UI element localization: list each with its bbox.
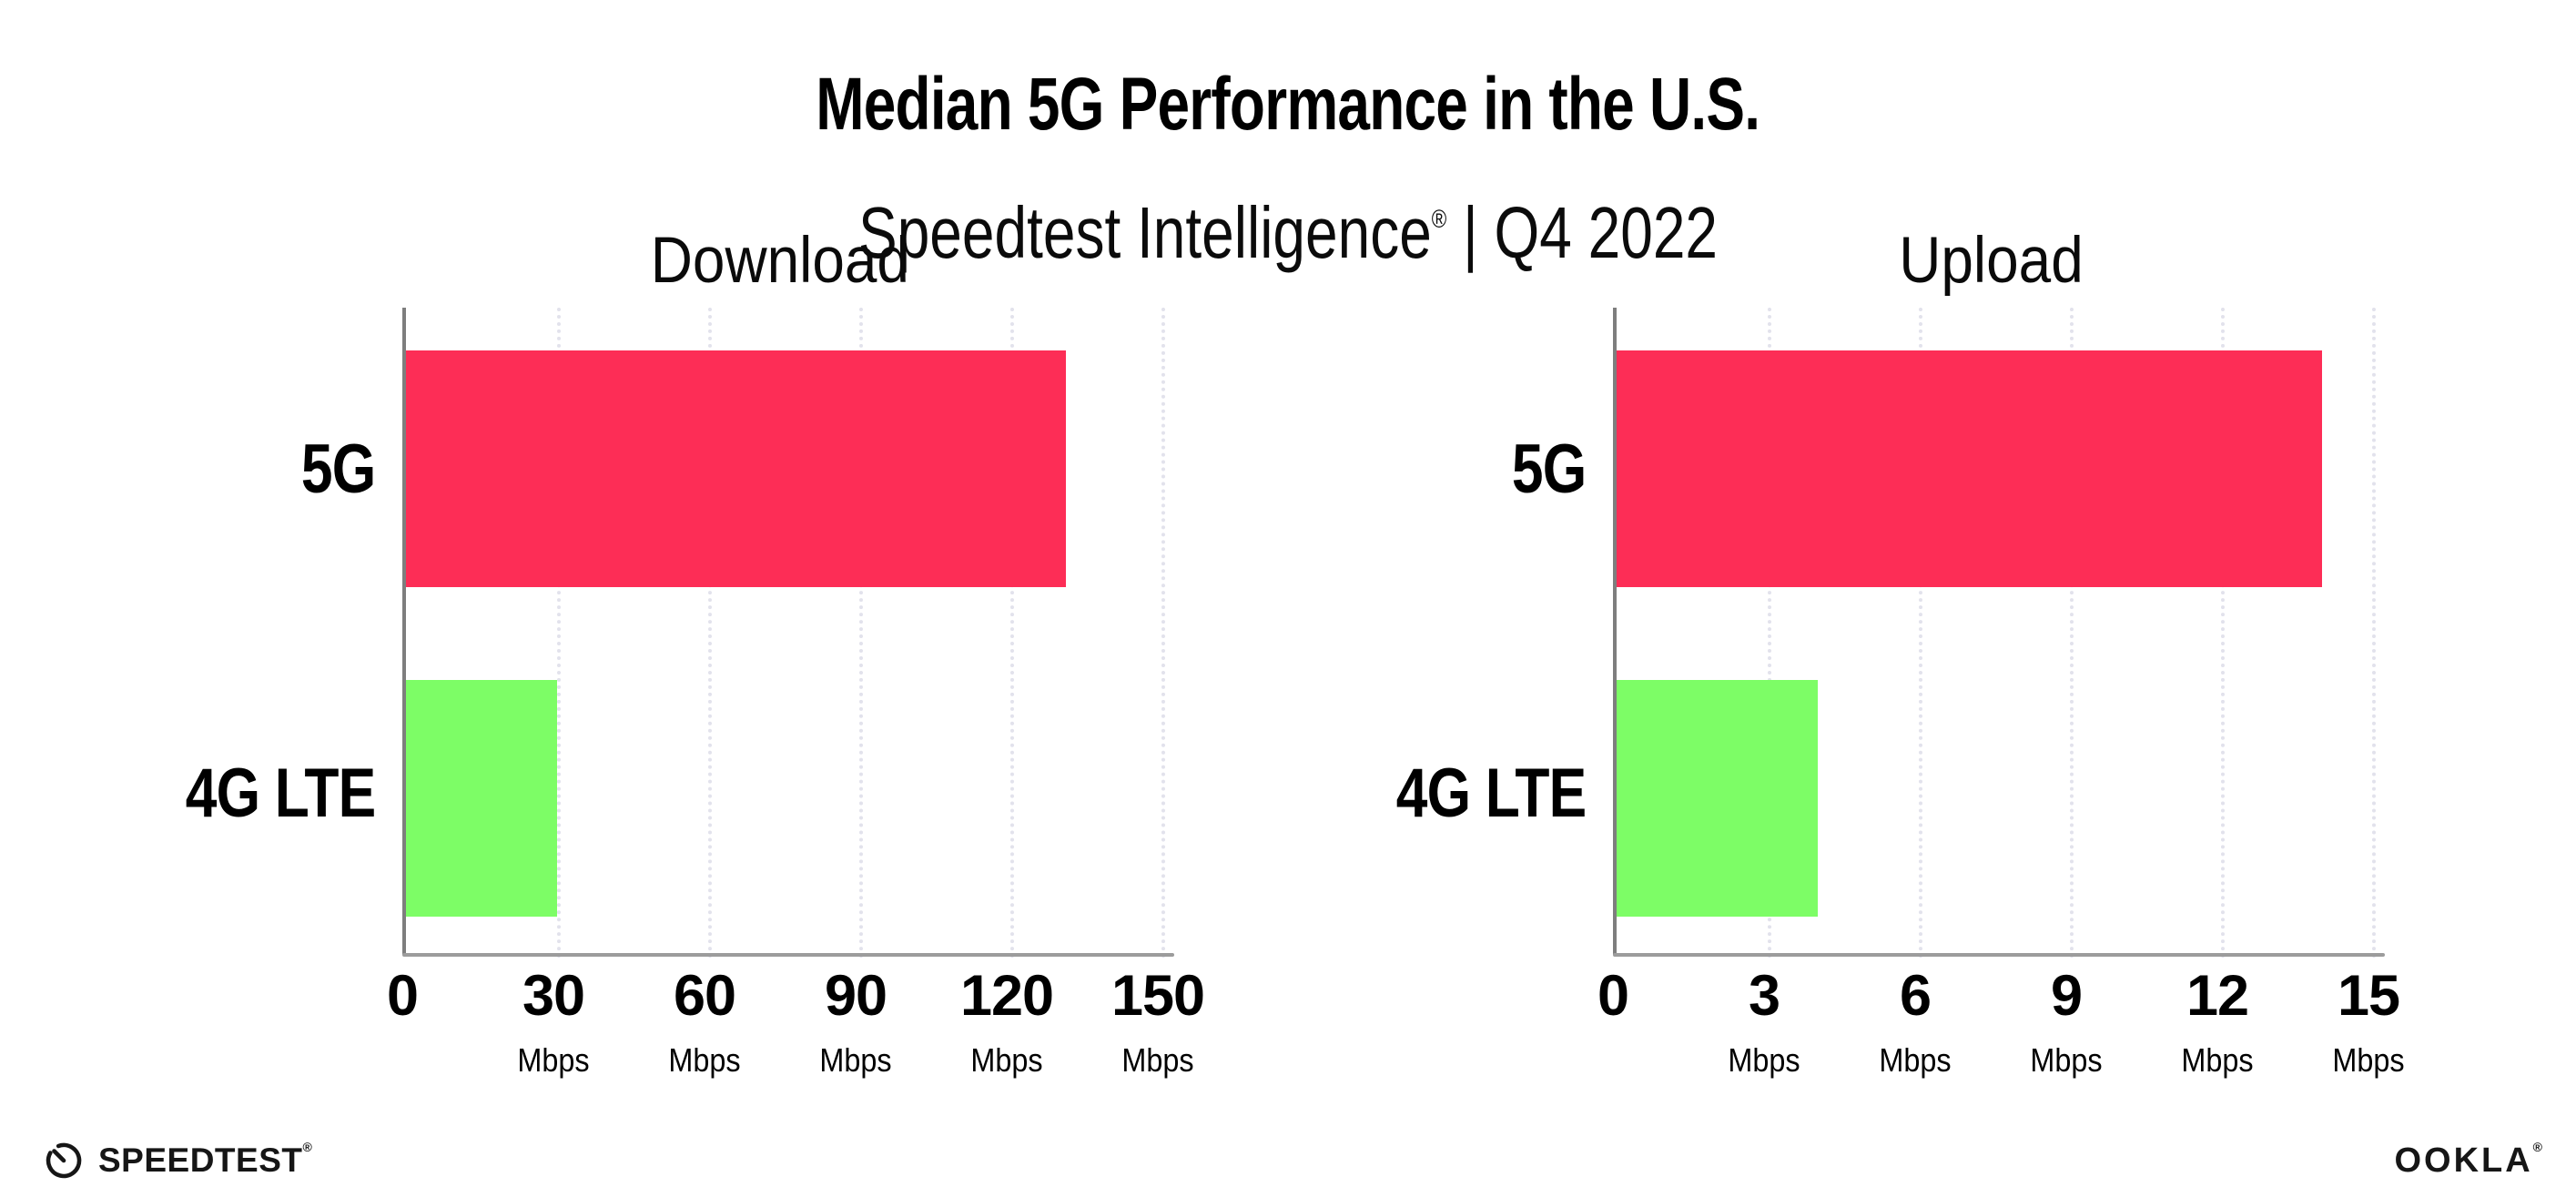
y-category-label: 4G LTE	[1395, 754, 1586, 832]
x-tick: 150 Mbps	[1111, 964, 1205, 1080]
x-tick-label: 30	[522, 964, 585, 1028]
x-tick-unit: Mbps	[819, 1041, 892, 1079]
bar-4g-lte	[1617, 679, 1819, 918]
subtitle-brand: Speedtest Intelligence	[857, 192, 1432, 274]
ookla-logo: OOKLA®	[2394, 1139, 2545, 1180]
registered-trademark-icon: ®	[1431, 204, 1447, 233]
bar-4g-lte	[406, 679, 557, 918]
x-tick: 60 Mbps	[664, 968, 745, 1080]
subtitle-period: | Q4 2022	[1446, 192, 1719, 274]
x-tick-unit: Mbps	[668, 1041, 741, 1079]
gridline-9	[2070, 308, 2074, 959]
gridline-15	[2372, 308, 2376, 959]
y-category-label: 5G	[1511, 431, 1586, 509]
gridline-150	[1161, 308, 1165, 959]
upload-x-axis-ticks: 0 3 Mbps 6 Mbps 9 Mbps 12 Mbps 15 Mbps	[1597, 968, 2405, 1127]
gridline-90	[859, 308, 863, 959]
speedtest-gauge-icon	[46, 1142, 82, 1179]
upload-chart: Upload 5G 4G LTE 0 3 Mbps 6 Mbps 9 Mbps 12 Mbps 15…	[1347, 224, 2449, 1127]
gridline-30	[557, 308, 561, 959]
gridline-12	[2221, 308, 2225, 959]
y-category-label: 5G	[300, 431, 375, 509]
x-tick-unit: Mbps	[970, 1041, 1043, 1079]
x-tick-unit: Mbps	[1728, 1041, 1800, 1079]
x-tick: 3 Mbps	[1724, 968, 1804, 1080]
download-chart: Download 5G 4G LTE 0 30 Mbps 60 Mbps 90 Mbps 120…	[137, 224, 1238, 1127]
x-tick-unit: Mbps	[1121, 1041, 1194, 1079]
charts-row: Download 5G 4G LTE 0 30 Mbps 60 Mbps 90 Mbps 120…	[0, 224, 2576, 1079]
x-tick-label: 90	[824, 964, 887, 1028]
x-tick-label: 12	[2186, 964, 2249, 1028]
x-tick-label: 60	[673, 964, 736, 1028]
x-tick-label: 0	[1597, 964, 1629, 1028]
x-tick-unit: Mbps	[2030, 1041, 2103, 1079]
x-tick: 12 Mbps	[2177, 968, 2257, 1080]
speedtest-trademark: ®	[302, 1140, 313, 1154]
upload-plot-area	[1613, 308, 2385, 959]
speedtest-logo: SPEEDTEST®	[42, 1139, 312, 1182]
bar-5g	[1617, 350, 2322, 588]
x-tick: 30 Mbps	[513, 968, 593, 1080]
x-tick-label: 3	[1748, 964, 1780, 1028]
download-x-axis-ticks: 0 30 Mbps 60 Mbps 90 Mbps 120 Mbps 150 Mbps	[387, 964, 1205, 1127]
page-subtitle: Speedtest Intelligence® | Q4 2022	[0, 195, 2576, 271]
header: Median 5G Performance in the U.S. Speedt…	[0, 15, 2576, 332]
x-tick-label: 120	[959, 964, 1054, 1028]
x-axis-line	[402, 953, 1174, 957]
footer: SPEEDTEST® OOKLA®	[42, 1139, 2545, 1182]
download-y-axis-labels: 5G 4G LTE	[137, 308, 402, 955]
x-tick: 120 Mbps	[959, 964, 1054, 1080]
x-tick-label: 0	[386, 964, 419, 1028]
gridline-120	[1010, 308, 1014, 959]
y-category-label: 4G LTE	[185, 754, 375, 832]
x-tick: 90 Mbps	[816, 968, 896, 1080]
x-tick: 15 Mbps	[2328, 968, 2409, 1080]
download-chart-title: Download	[650, 225, 910, 297]
upload-chart-title: Upload	[1898, 225, 2084, 297]
x-tick: 6 Mbps	[1875, 968, 1955, 1080]
x-tick-unit: Mbps	[2181, 1041, 2254, 1079]
gridline-3	[1768, 308, 1771, 959]
download-plot-area	[402, 308, 1174, 959]
x-tick-unit: Mbps	[2332, 1041, 2405, 1079]
x-tick-label: 15	[2337, 964, 2400, 1028]
x-tick: 0	[1597, 964, 1629, 1028]
x-tick: 0	[386, 964, 419, 1028]
x-tick-label: 9	[2050, 964, 2083, 1028]
gridline-60	[708, 308, 712, 959]
x-tick-label: 6	[1899, 964, 1932, 1028]
page-title: Median 5G Performance in the U.S.	[0, 62, 2576, 146]
gridline-6	[1919, 308, 1922, 959]
ookla-trademark: ®	[2532, 1139, 2545, 1154]
x-tick-label: 150	[1111, 964, 1205, 1028]
x-tick: 9 Mbps	[2026, 968, 2106, 1080]
page-title-text: Median 5G Performance in the U.S.	[816, 62, 1761, 146]
x-tick-unit: Mbps	[517, 1041, 590, 1079]
bar-5g	[406, 350, 1066, 588]
speedtest-logo-text: SPEEDTEST®	[98, 1140, 313, 1179]
x-axis-line	[1613, 953, 2385, 957]
upload-y-axis-labels: 5G 4G LTE	[1347, 308, 1613, 955]
x-tick-unit: Mbps	[1879, 1041, 1952, 1079]
